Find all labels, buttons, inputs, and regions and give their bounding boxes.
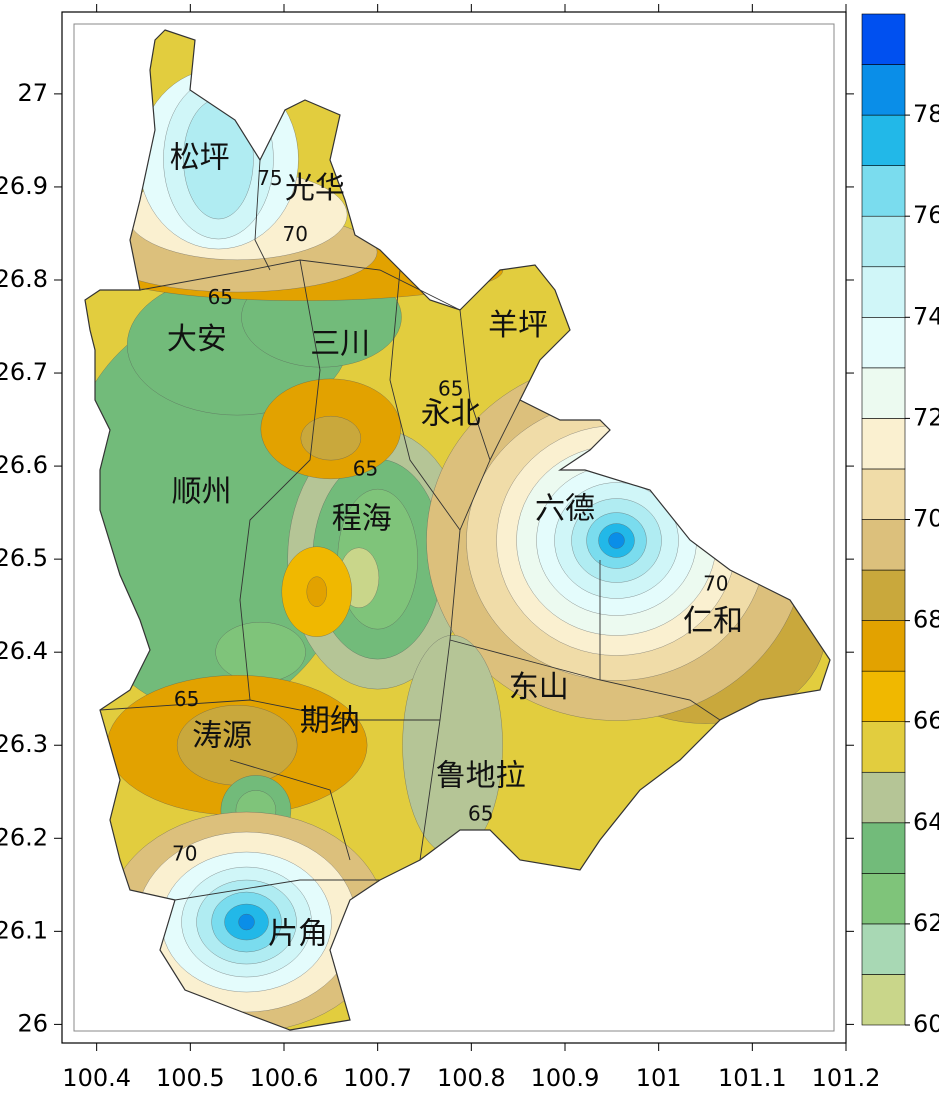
colorbar-bin — [861, 64, 906, 116]
place-name: 程海 — [332, 502, 392, 537]
place-name: 松坪 — [170, 141, 230, 176]
colorbar-bin — [861, 771, 906, 824]
border — [229, 759, 351, 861]
place-name: 三川 — [310, 327, 370, 362]
colorbar-bin — [861, 165, 906, 217]
x-tick-label: 100.9 — [531, 1064, 600, 1092]
y-tick-label: 26.6 — [0, 451, 48, 479]
y-tick-label: 26.5 — [0, 544, 48, 572]
contour-label: 70 — [172, 842, 197, 866]
place-name: 永北 — [421, 396, 481, 431]
colorbar-bin — [861, 670, 906, 723]
x-tick-label: 100.6 — [250, 1064, 319, 1092]
x-tick-label: 100.5 — [156, 1064, 225, 1092]
contour-label: 75 — [257, 166, 282, 190]
y-tick-label: 27 — [17, 79, 48, 107]
place-name: 东山 — [509, 670, 569, 705]
contour-label: 65 — [174, 687, 199, 711]
field-region — [215, 621, 306, 683]
colorbar-label: 78 — [913, 100, 939, 128]
x-tick-label: 101.2 — [812, 1064, 881, 1092]
place-name: 羊坪 — [488, 308, 548, 343]
contour-label: 70 — [703, 572, 728, 596]
colorbar-label: 74 — [913, 302, 939, 330]
contour-label: 70 — [283, 222, 308, 246]
x-tick-label: 101.1 — [718, 1064, 787, 1092]
x-tick-label: 100.7 — [343, 1064, 412, 1092]
y-tick-label: 26.2 — [0, 823, 48, 851]
colorbar-bin — [861, 822, 906, 874]
colorbar-bin — [861, 114, 906, 166]
field-region — [238, 913, 255, 931]
border — [254, 159, 271, 271]
y-tick-label: 26.8 — [0, 265, 48, 293]
colorbar-bin — [861, 974, 906, 1026]
colorbar-bin — [861, 620, 906, 672]
colorbar-bin — [861, 569, 906, 621]
y-tick-label: 26.9 — [0, 172, 48, 200]
colorbar-label: 64 — [913, 808, 939, 836]
place-name: 六德 — [535, 491, 595, 526]
field-region — [306, 576, 328, 607]
place-name: 光华 — [285, 171, 345, 206]
colorbar-bin — [861, 316, 906, 369]
contour-label: 65 — [438, 376, 463, 400]
border — [449, 639, 721, 721]
x-tick-label: 101 — [636, 1064, 682, 1092]
border — [489, 399, 521, 461]
colorbar-bin — [861, 266, 906, 318]
y-tick-label: 26.3 — [0, 730, 48, 758]
colorbar-label: 62 — [913, 909, 939, 937]
x-tick-label: 100.8 — [437, 1064, 506, 1092]
colorbar-bin — [861, 721, 906, 773]
y-tick-label: 26.7 — [0, 358, 48, 386]
colorbar-bin — [861, 519, 906, 571]
x-tick-label: 100.4 — [62, 1064, 131, 1092]
colorbar-label: 66 — [913, 707, 939, 735]
inner-frame — [73, 23, 835, 1032]
place-name: 仁和 — [683, 604, 743, 639]
colorbar-bin — [861, 873, 906, 925]
contour-label: 65 — [353, 456, 378, 480]
place-name: 片角 — [268, 917, 328, 952]
border — [389, 269, 461, 531]
colorbar-label: 70 — [913, 505, 939, 533]
border — [174, 879, 380, 901]
colorbar-bin — [861, 418, 906, 470]
place-name: 鲁地拉 — [436, 758, 526, 793]
colorbar-bin — [861, 367, 906, 419]
colorbar-label: 76 — [913, 201, 939, 229]
place-name: 大安 — [167, 322, 227, 357]
colorbar-label: 68 — [913, 606, 939, 634]
contour-label: 65 — [468, 802, 493, 826]
colorbar-bin — [861, 923, 906, 975]
field-region — [300, 415, 362, 461]
place-name: 顺州 — [172, 475, 232, 510]
place-name: 期纳 — [300, 703, 360, 738]
y-tick-label: 26.4 — [0, 637, 48, 665]
colorbar-bin — [861, 215, 906, 268]
field-region — [608, 532, 625, 549]
colorbar-label: 60 — [913, 1010, 939, 1038]
colorbar-bin — [861, 468, 906, 520]
border — [239, 259, 321, 701]
contour-label: 65 — [208, 285, 233, 309]
colorbar-bin — [861, 13, 906, 65]
y-tick-label: 26 — [17, 1009, 48, 1037]
township-borders — [99, 159, 721, 901]
border — [99, 699, 440, 721]
colorbar-label: 72 — [913, 403, 939, 431]
place-name: 涛源 — [192, 718, 252, 753]
y-tick-label: 26.1 — [0, 916, 48, 944]
